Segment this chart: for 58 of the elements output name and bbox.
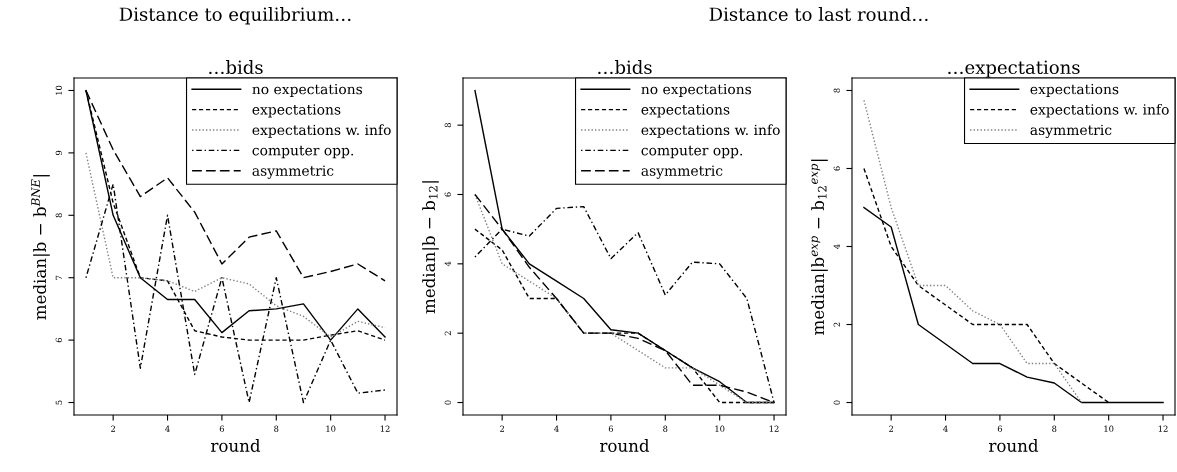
x-tick-label: 2 xyxy=(500,425,504,432)
y-tick-label: 6 xyxy=(444,192,451,197)
y-tick-label: 8 xyxy=(55,213,62,218)
chart-subtitle: …expectations xyxy=(948,60,1080,78)
legend-label: computer opp. xyxy=(252,145,354,159)
x-tick-label: 6 xyxy=(608,425,614,432)
x-tick-label: 6 xyxy=(219,425,225,432)
y-tick-label: 6 xyxy=(55,337,62,343)
x-tick-label: 10 xyxy=(1104,425,1114,432)
x-tick-label: 10 xyxy=(715,425,725,432)
legend-label: no expectations xyxy=(641,83,752,97)
y-tick-label: 8 xyxy=(833,88,840,93)
chart-subtitle: …bids xyxy=(209,60,263,75)
y-tick-label: 5 xyxy=(55,400,62,405)
y-tick-label: 0 xyxy=(444,400,451,405)
chart-title: Distance to equilibrium… xyxy=(119,7,351,25)
y-tick-label: 6 xyxy=(833,166,840,171)
x-tick-label: 4 xyxy=(943,425,948,432)
legend-label: no expectations xyxy=(252,83,363,97)
chart-subtitle: …bids xyxy=(598,60,652,75)
x-tick-label: 10 xyxy=(326,425,336,432)
x-axis-title: round xyxy=(989,439,1039,452)
y-axis-title: median|b$^{exp}$ − b$_{12}$$^{exp}$| xyxy=(811,159,828,335)
legend-label: asymmetric xyxy=(252,165,334,179)
legend-label: expectations w. info xyxy=(1030,103,1169,118)
x-axis-title: round xyxy=(211,439,261,452)
y-tick-label: 0 xyxy=(833,400,840,405)
legend-label: computer opp. xyxy=(641,145,743,159)
y-tick-label: 9 xyxy=(55,150,62,156)
legend-label: expectations xyxy=(641,104,730,118)
y-tick-label: 2 xyxy=(444,331,451,336)
y-tick-label: 8 xyxy=(444,123,451,128)
x-tick-label: 12 xyxy=(769,425,779,432)
x-tick-label: 8 xyxy=(1052,425,1057,432)
y-axis-title: median|b − b$^{BNE}$| xyxy=(31,175,50,320)
y-tick-label: 2 xyxy=(833,322,840,327)
x-tick-label: 4 xyxy=(165,425,170,432)
y-tick-label: 4 xyxy=(833,244,840,249)
legend-label: expectations xyxy=(252,104,341,118)
x-axis-title: round xyxy=(600,439,650,452)
y-tick-label: 4 xyxy=(444,261,451,267)
y-tick-label: 10 xyxy=(55,85,62,95)
x-tick-label: 12 xyxy=(380,425,390,432)
x-tick-label: 8 xyxy=(663,425,668,432)
y-axis-title: median|b − b$_{12}$| xyxy=(422,181,439,314)
chart-title: Distance to last round… xyxy=(709,7,928,22)
x-tick-label: 4 xyxy=(554,425,559,432)
legend-label: expectations w. info xyxy=(641,124,780,138)
x-tick-label: 2 xyxy=(111,425,115,432)
x-tick-label: 8 xyxy=(274,425,279,432)
x-tick-label: 12 xyxy=(1158,425,1168,432)
legend-label: expectations w. info xyxy=(252,124,391,138)
x-tick-label: 6 xyxy=(997,425,1003,432)
legend-label: asymmetric xyxy=(641,165,723,179)
x-tick-label: 2 xyxy=(889,425,893,432)
legend-label: asymmetric xyxy=(1030,124,1112,138)
y-tick-label: 7 xyxy=(55,275,62,280)
legend-label: expectations xyxy=(1030,83,1119,97)
